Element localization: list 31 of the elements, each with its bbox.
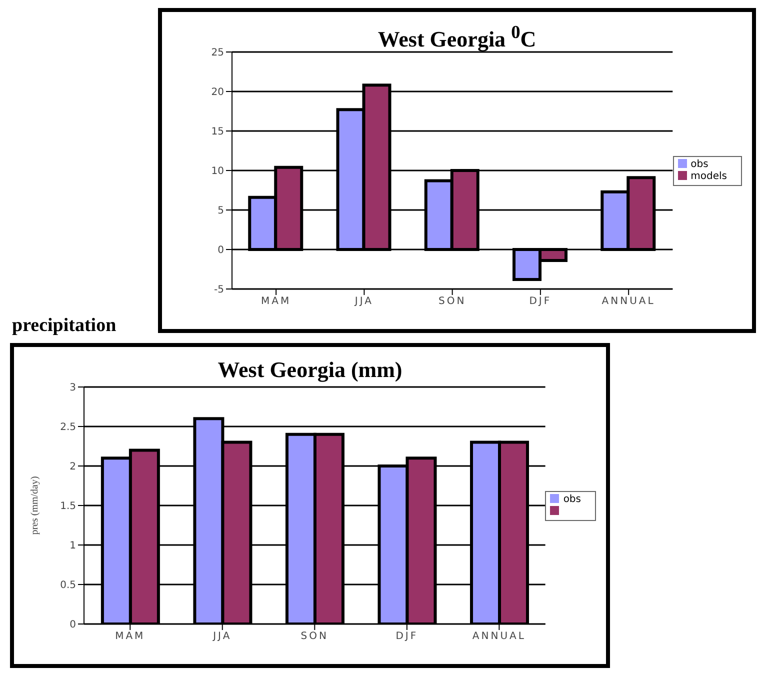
y-tick-label: 2.5: [60, 422, 76, 434]
x-tick-label: DJF: [529, 296, 552, 308]
y-tick-label: 25: [211, 48, 224, 59]
y-tick-label: 15: [211, 126, 224, 138]
y-tick-label: 2: [70, 462, 76, 473]
x-tick-label: SON: [438, 296, 466, 308]
y-axis-title: pres (mm/day): [30, 476, 41, 535]
y-tick-label: 1: [70, 540, 76, 552]
y-tick-label: 0.5: [60, 580, 76, 592]
legend-label: obs: [563, 494, 581, 504]
chart-title: West Georgia (mm): [216, 357, 404, 383]
y-tick-label: 0: [70, 620, 76, 631]
x-tick-label: MAM: [261, 296, 292, 308]
y-tick-label: -5: [214, 284, 224, 296]
x-tick-label: SON: [300, 631, 329, 642]
x-tick-label: JJA: [212, 631, 232, 642]
x-tick-label: DJF: [396, 631, 418, 642]
y-tick-label: 3: [70, 382, 76, 394]
x-tick-label: ANNUAL: [602, 296, 656, 308]
y-tick-label: 0: [218, 245, 224, 256]
legend-label: models: [690, 170, 727, 182]
y-tick-label: 1.5: [60, 501, 76, 512]
x-tick-label: JJA: [354, 296, 374, 308]
x-tick-label: ANNUAL: [472, 631, 526, 642]
x-tick-label: MAM: [115, 631, 146, 642]
y-tick-label: 5: [218, 206, 224, 217]
y-tick-label: 20: [211, 87, 224, 98]
chart-title: West Georgia $^{0}$C: [378, 22, 536, 52]
legend-label: obs: [690, 158, 708, 170]
y-tick-label: 10: [211, 166, 224, 178]
text: precipitation: [12, 315, 116, 337]
